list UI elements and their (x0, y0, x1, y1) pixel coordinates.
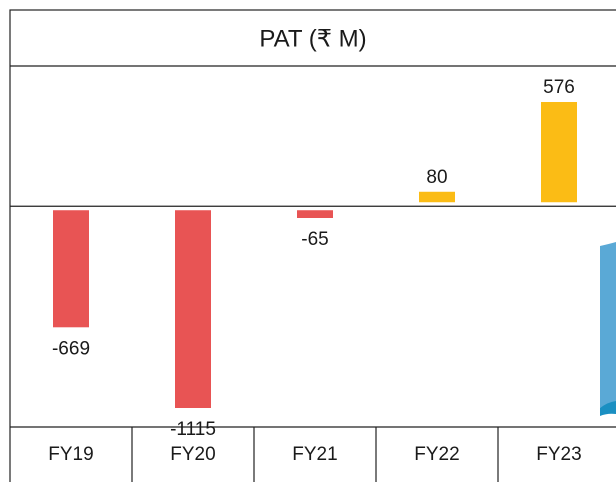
bar (297, 210, 333, 218)
bar (419, 191, 455, 203)
x-tick-label: FY23 (536, 444, 581, 465)
side-shape (600, 242, 616, 408)
chart-title: PAT (₹ M) (259, 25, 366, 52)
x-tick-label: FY22 (414, 444, 459, 465)
data-label: -669 (52, 338, 90, 359)
x-tick-label: FY20 (170, 444, 215, 465)
data-label: 80 (426, 167, 447, 188)
bar (541, 102, 577, 203)
chart-frame (9, 9, 616, 482)
x-tick-label: FY21 (292, 444, 337, 465)
side-shape-edge (600, 401, 616, 416)
bar (53, 210, 89, 328)
data-label: -1115 (170, 419, 216, 440)
data-label: 576 (543, 77, 575, 98)
x-tick-label: FY19 (48, 444, 93, 465)
data-label: -65 (301, 229, 328, 250)
bar (175, 210, 211, 408)
